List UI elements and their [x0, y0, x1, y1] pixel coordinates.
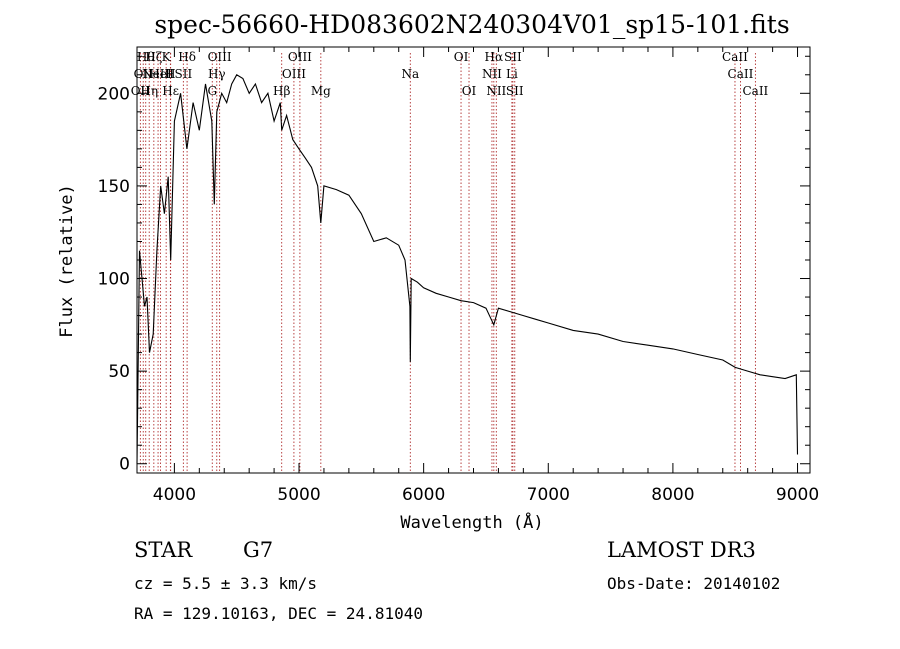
y-tick-label: 50 — [108, 362, 130, 382]
object-class: STAR — [134, 538, 193, 562]
line-marker-label: Na — [401, 67, 419, 81]
y-tick-label: 150 — [98, 177, 130, 197]
line-marker-label: Hα — [485, 50, 504, 64]
redshift-text: cz = 5.5 ± 3.3 km/s — [134, 574, 317, 593]
line-marker-label: H — [165, 67, 175, 81]
line-marker-label: NeIII — [142, 67, 174, 81]
y-tick-label: 200 — [98, 84, 130, 104]
chart-title: spec-56660-HD083602N240304V01_sp15-101.f… — [154, 10, 789, 39]
line-marker-label: OII — [131, 84, 151, 98]
plot-frame — [136, 46, 811, 474]
x-tick-label: 4000 — [153, 485, 196, 505]
line-marker-label: CaII — [742, 84, 768, 98]
line-marker-label: SII — [175, 67, 193, 81]
line-marker-label: Hε — [162, 84, 179, 98]
x-tick-label: 6000 — [402, 485, 445, 505]
x-tick-label: 9000 — [776, 485, 819, 505]
line-marker-label: OIII — [208, 50, 232, 64]
line-marker-label: SII — [504, 50, 522, 64]
line-marker-label: CaII — [722, 50, 748, 64]
y-tick-label: 0 — [119, 455, 130, 475]
survey-name: LAMOST DR3 — [607, 538, 756, 562]
x-tick-label: 5000 — [277, 485, 320, 505]
y-tick-label: 100 — [98, 270, 130, 290]
line-marker-label: G — [207, 84, 217, 98]
line-marker-label: SII — [506, 84, 524, 98]
y-axis-label: Flux (relative) — [57, 184, 77, 338]
line-marker-label: HeI — [149, 67, 172, 81]
line-marker-label: Hη — [140, 84, 158, 98]
coordinates: RA = 129.10163, DEC = 24.81040 — [134, 604, 423, 623]
line-marker-label: Hβ — [273, 84, 290, 98]
line-marker-label: K — [162, 50, 172, 64]
line-marker-label: OI — [462, 84, 477, 98]
x-tick-label: 8000 — [651, 485, 694, 505]
line-marker-label: OI — [454, 50, 469, 64]
line-marker-label: Li — [506, 67, 518, 81]
line-marker-label: OIII — [282, 67, 306, 81]
line-marker-label: Hγ — [208, 67, 226, 81]
spectral-line-markers — [139, 53, 756, 473]
line-marker-label: Hθ — [137, 50, 155, 64]
y-axis: 0 50 100 150 200 — [98, 55, 810, 475]
spectrum-line — [136, 74, 799, 464]
line-marker-label: Hζ — [145, 50, 162, 64]
obs-date: Obs-Date: 20140102 — [607, 574, 780, 593]
line-marker-label: NII — [482, 67, 502, 81]
x-axis-label: Wavelength (Å) — [400, 511, 543, 533]
line-marker-label: OIII — [288, 50, 312, 64]
line-marker-label: Hδ — [178, 50, 196, 64]
object-subclass: G7 — [243, 538, 273, 562]
line-marker-label: OII — [134, 67, 154, 81]
x-axis: 4000 5000 6000 7000 8000 9000 — [153, 47, 819, 505]
line-marker-label: NII — [486, 84, 506, 98]
line-marker-label: Mg — [311, 84, 331, 98]
x-tick-label: 7000 — [527, 485, 570, 505]
line-marker-label: CaII — [728, 67, 754, 81]
